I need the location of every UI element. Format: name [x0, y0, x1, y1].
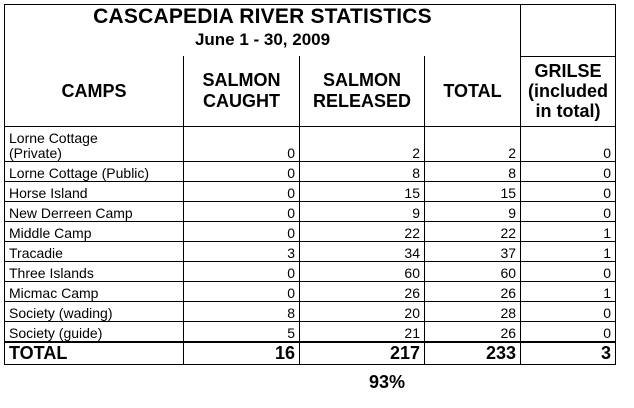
- blank-cell: [520, 4, 617, 56]
- table-row: Middle Camp 0 22 22 1: [4, 221, 617, 242]
- caught-cell: 0: [183, 181, 300, 202]
- camp-name-line-1: Lorne Cottage: [9, 130, 98, 146]
- camp-cell: New Derreen Camp: [4, 201, 184, 222]
- header-camps: CAMPS: [4, 56, 184, 127]
- header-grilse-line-3: in total): [535, 101, 601, 122]
- released-cell: 26: [299, 281, 425, 302]
- caught-cell: 0: [183, 221, 300, 242]
- report-title: CASCAPEDIA RIVER STATISTICS: [93, 5, 432, 28]
- camp-cell: Middle Camp: [4, 221, 184, 242]
- header-grilse-line-1: GRILSE: [534, 61, 602, 82]
- header-camps-label: CAMPS: [61, 80, 127, 101]
- header-salmon-released: SALMON RELEASED: [299, 56, 425, 127]
- total-cell: 22: [423, 221, 522, 242]
- grilse-cell: 0: [520, 181, 617, 202]
- header-released-line-2: RELEASED: [312, 91, 411, 111]
- released-cell: 34: [299, 241, 425, 262]
- grilse-cell: 0: [520, 201, 617, 222]
- caught-cell: 0: [183, 261, 300, 282]
- header-caught-line-2: CAUGHT: [203, 91, 280, 111]
- header-salmon-caught: SALMON CAUGHT: [183, 56, 300, 127]
- camp-cell: Society (guide): [4, 321, 184, 343]
- table-row: Society (wading) 8 20 28 0: [4, 301, 617, 322]
- grilse-cell: 0: [520, 161, 617, 182]
- grilse-cell: 0: [520, 321, 617, 343]
- title-row: CASCAPEDIA RIVER STATISTICS June 1 - 30,…: [3, 4, 617, 56]
- camp-cell: Lorne Cottage (Public): [4, 161, 184, 182]
- header-total-label: TOTAL: [443, 80, 502, 101]
- totals-released: 217: [299, 341, 425, 365]
- grilse-cell: 0: [520, 301, 617, 322]
- caught-cell: 0: [183, 126, 300, 162]
- total-cell: 28: [423, 301, 522, 322]
- grilse-cell: 1: [520, 241, 617, 262]
- released-cell: 20: [299, 301, 425, 322]
- totals-total: 233: [423, 341, 522, 365]
- table-row: Society (guide) 5 21 26 0: [4, 321, 617, 343]
- camp-cell: Three Islands: [4, 261, 184, 282]
- released-cell: 15: [299, 181, 425, 202]
- grilse-cell: 1: [520, 221, 617, 242]
- grilse-cell: 0: [520, 126, 617, 162]
- caught-cell: 5: [183, 321, 300, 343]
- statistics-table: CASCAPEDIA RIVER STATISTICS June 1 - 30,…: [3, 4, 617, 365]
- total-cell: 8: [423, 161, 522, 182]
- released-cell: 9: [299, 201, 425, 222]
- total-cell: 9: [423, 201, 522, 222]
- camp-cell: Tracadie: [4, 241, 184, 262]
- totals-row: TOTAL 16 217 233 3: [4, 341, 617, 365]
- released-cell: 21: [299, 321, 425, 343]
- camp-cell: Society (wading): [4, 301, 184, 322]
- header-grilse-line-2: (included: [528, 81, 609, 102]
- caught-cell: 8: [183, 301, 300, 322]
- caught-cell: 3: [183, 241, 300, 262]
- header-grilse: GRILSE (included in total): [520, 55, 617, 127]
- header-total: TOTAL: [423, 56, 522, 127]
- table-row: New Derreen Camp 0 9 9 0: [4, 201, 617, 222]
- grilse-cell: 0: [520, 261, 617, 282]
- total-cell: 26: [423, 281, 522, 302]
- total-cell: 15: [423, 181, 522, 202]
- total-cell: 2: [423, 126, 522, 162]
- camp-cell: Lorne Cottage (Private): [4, 126, 184, 162]
- report-subtitle: June 1 - 30, 2009: [194, 30, 331, 49]
- caught-cell: 0: [183, 161, 300, 182]
- released-cell: 2: [299, 126, 425, 162]
- table-row: Lorne Cottage (Public) 0 8 8 0: [4, 161, 617, 182]
- title-cell: CASCAPEDIA RIVER STATISTICS June 1 - 30,…: [3, 4, 522, 56]
- header-row: CAMPS SALMON CAUGHT SALMON RELEASED TOTA…: [4, 55, 617, 127]
- camp-cell: Micmac Camp: [4, 281, 184, 302]
- header-released-line-1: SALMON: [323, 70, 401, 90]
- camp-cell: Horse Island: [4, 181, 184, 202]
- table-row: Micmac Camp 0 26 26 1: [4, 281, 617, 302]
- table-row: Horse Island 0 15 15 0: [4, 181, 617, 202]
- table-row: Three Islands 0 60 60 0: [4, 261, 617, 282]
- released-cell: 8: [299, 161, 425, 182]
- totals-grilse: 3: [520, 341, 617, 365]
- camp-name-line-2: (Private): [9, 145, 62, 161]
- total-cell: 37: [423, 241, 522, 262]
- released-cell: 22: [299, 221, 425, 242]
- caught-cell: 0: [183, 281, 300, 302]
- header-caught-line-1: SALMON: [202, 70, 281, 90]
- total-cell: 26: [423, 321, 522, 343]
- release-percentage: 93%: [369, 372, 406, 392]
- grilse-cell: 1: [520, 281, 617, 302]
- totals-caught: 16: [183, 341, 300, 365]
- totals-label: TOTAL: [4, 341, 184, 365]
- table-row: Lorne Cottage (Private) 0 2 2 0: [4, 126, 617, 162]
- released-cell: 60: [299, 261, 425, 282]
- caught-cell: 0: [183, 201, 300, 222]
- table-row: Tracadie 3 34 37 1: [4, 241, 617, 262]
- total-cell: 60: [423, 261, 522, 282]
